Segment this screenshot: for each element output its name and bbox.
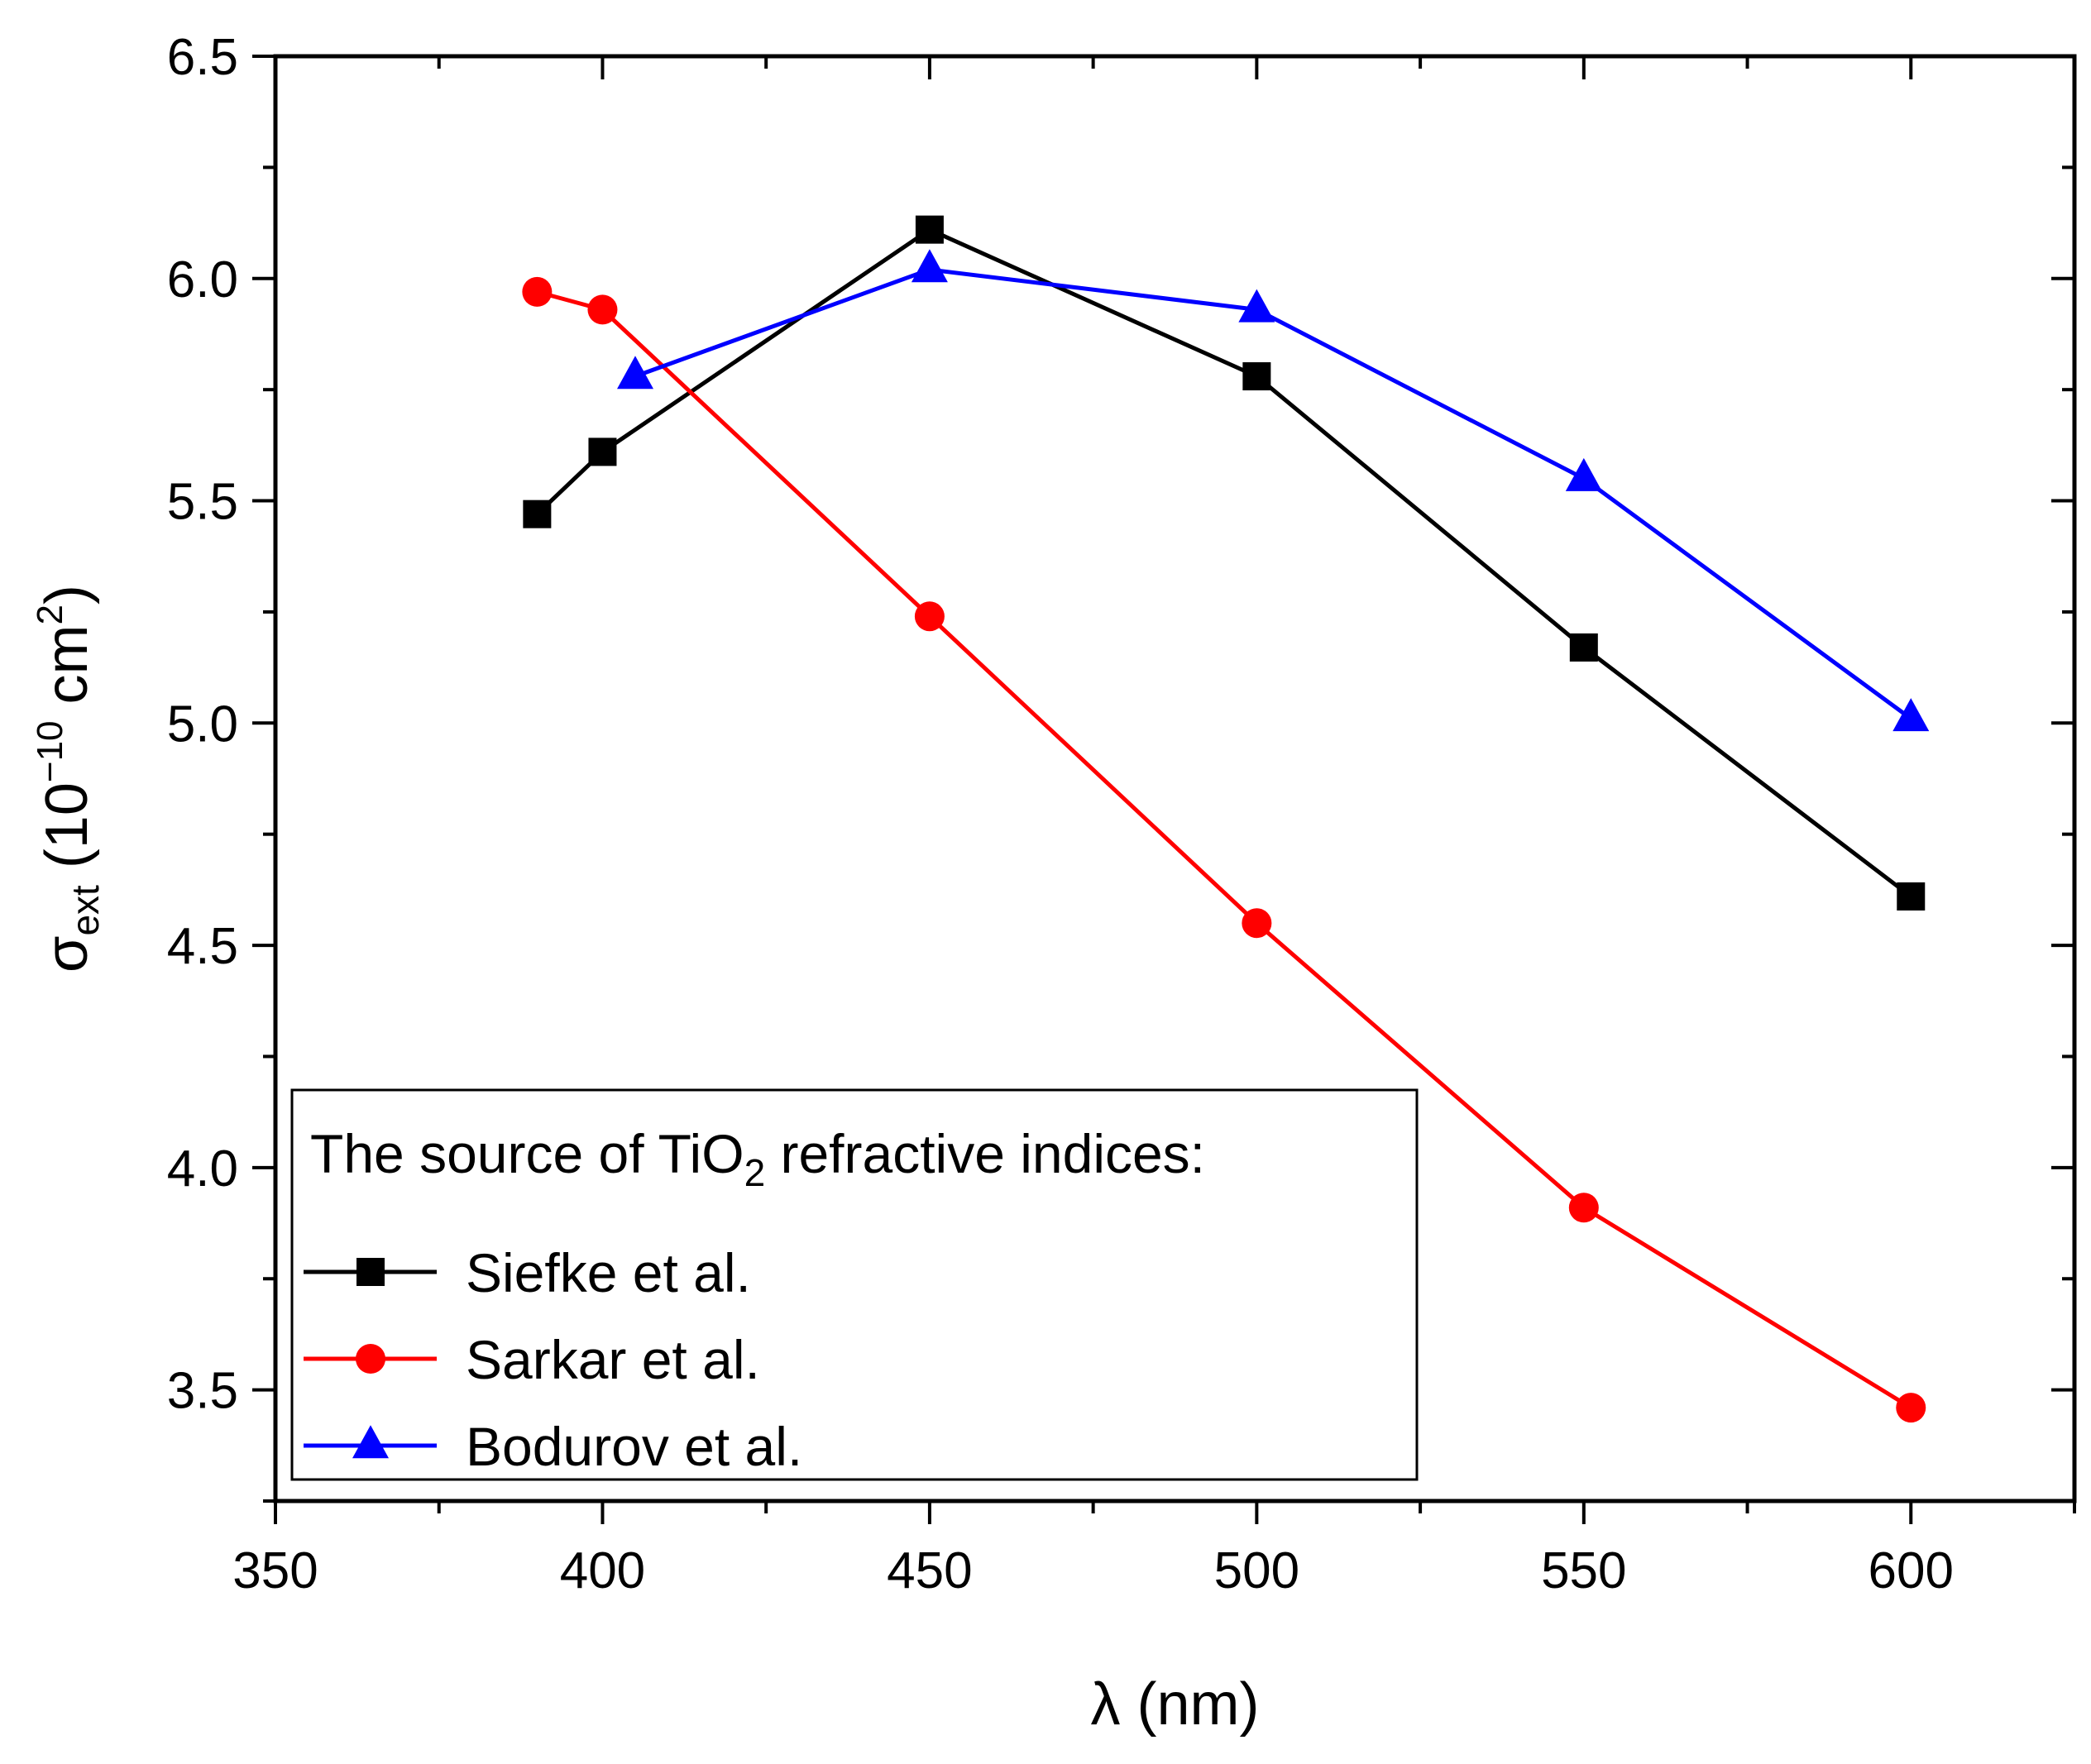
y-axis-unit-exp2: 2 [30, 605, 70, 624]
legend: The source of TiO2 refractive indices: S… [290, 1088, 1419, 1481]
series-bodurov-et-al [617, 249, 1930, 732]
x-tick-label: 500 [1214, 1542, 1299, 1599]
legend-label-sarkar-et-al: Sarkar et al. [466, 1329, 760, 1390]
y-tick-label: 3.5 [167, 1363, 238, 1420]
data-point-bodurov-et-al [1892, 698, 1930, 732]
y-tick-label: 5.5 [167, 474, 238, 531]
series-siefke-et-al [523, 215, 1926, 911]
y-tick-label: 6.5 [167, 29, 238, 86]
y-axis-title: σext (10−10 cm2) [30, 585, 107, 973]
data-point-siefke-et-al [915, 215, 944, 244]
legend-title-rest: refractive indices: [765, 1123, 1205, 1184]
data-point-sarkar-et-al [1896, 1393, 1926, 1423]
data-point-sarkar-et-al [1568, 1193, 1599, 1223]
series-sarkar-et-al [522, 276, 1926, 1423]
legend-entry-siefke-et-al: Siefke et al. [304, 1242, 751, 1303]
x-tick-label: 550 [1541, 1542, 1626, 1599]
y-tick-label: 4.0 [167, 1140, 238, 1198]
y-axis-symbol: σ [34, 936, 100, 973]
y-axis-unit-exp: −10 [30, 720, 70, 782]
data-point-siefke-et-al [588, 437, 617, 466]
x-axis-title: λ (nm) [1091, 1671, 1260, 1738]
data-point-bodurov-et-al [1565, 457, 1602, 491]
x-tick-label: 400 [560, 1542, 645, 1599]
legend-label-bodurov-et-al: Bodurov et al. [466, 1416, 802, 1477]
y-tick-label: 5.0 [167, 696, 238, 753]
axis-ticks: 350 400 450 500 550 600 3.5 4.0 4.5 5.0 5.5 6.0 6.5 [167, 29, 2076, 1599]
data-point-siefke-et-al [523, 500, 552, 528]
legend-label-siefke-et-al: Siefke et al. [466, 1242, 751, 1303]
legend-entry-sarkar-et-al: Sarkar et al. [304, 1329, 760, 1390]
data-point-siefke-et-al [1569, 633, 1598, 662]
legend-title-subscript: 2 [744, 1151, 766, 1194]
y-tick-label: 4.5 [167, 918, 238, 975]
legend-entries: Siefke et al. Sarkar et al. Bodurov et al. [304, 1242, 802, 1477]
legend-marker-sarkar-et-al [356, 1344, 385, 1374]
y-tick-label: 6.0 [167, 251, 238, 308]
data-point-sarkar-et-al [914, 601, 945, 632]
x-tick-label: 450 [887, 1542, 972, 1599]
y-axis-unit-open: (10 [34, 782, 100, 885]
data-point-sarkar-et-al [1242, 908, 1272, 939]
legend-entry-bodurov-et-al: Bodurov et al. [304, 1416, 802, 1477]
x-tick-label: 350 [232, 1542, 318, 1599]
data-point-bodurov-et-al [1238, 289, 1275, 323]
y-axis-unit-mid: cm [34, 624, 100, 720]
data-point-bodurov-et-al [911, 249, 948, 283]
y-axis-subscript: ext [64, 885, 107, 936]
legend-marker-bodurov-et-al [352, 1425, 389, 1459]
legend-box [290, 1088, 1419, 1481]
series-layer [522, 215, 1930, 1423]
x-tick-label: 600 [1869, 1542, 1954, 1599]
data-point-sarkar-et-al [587, 294, 618, 325]
legend-title-main: The source of TiO [310, 1123, 744, 1184]
data-point-bodurov-et-al [617, 356, 653, 390]
legend-marker-siefke-et-al [356, 1258, 385, 1286]
y-axis-unit-close: ) [34, 585, 100, 605]
data-point-siefke-et-al [1897, 882, 1926, 911]
data-point-sarkar-et-al [522, 276, 553, 307]
data-point-siefke-et-al [1242, 362, 1271, 391]
legend-title: The source of TiO2 refractive indices: [310, 1123, 1205, 1194]
plot-frame [273, 54, 2077, 1503]
